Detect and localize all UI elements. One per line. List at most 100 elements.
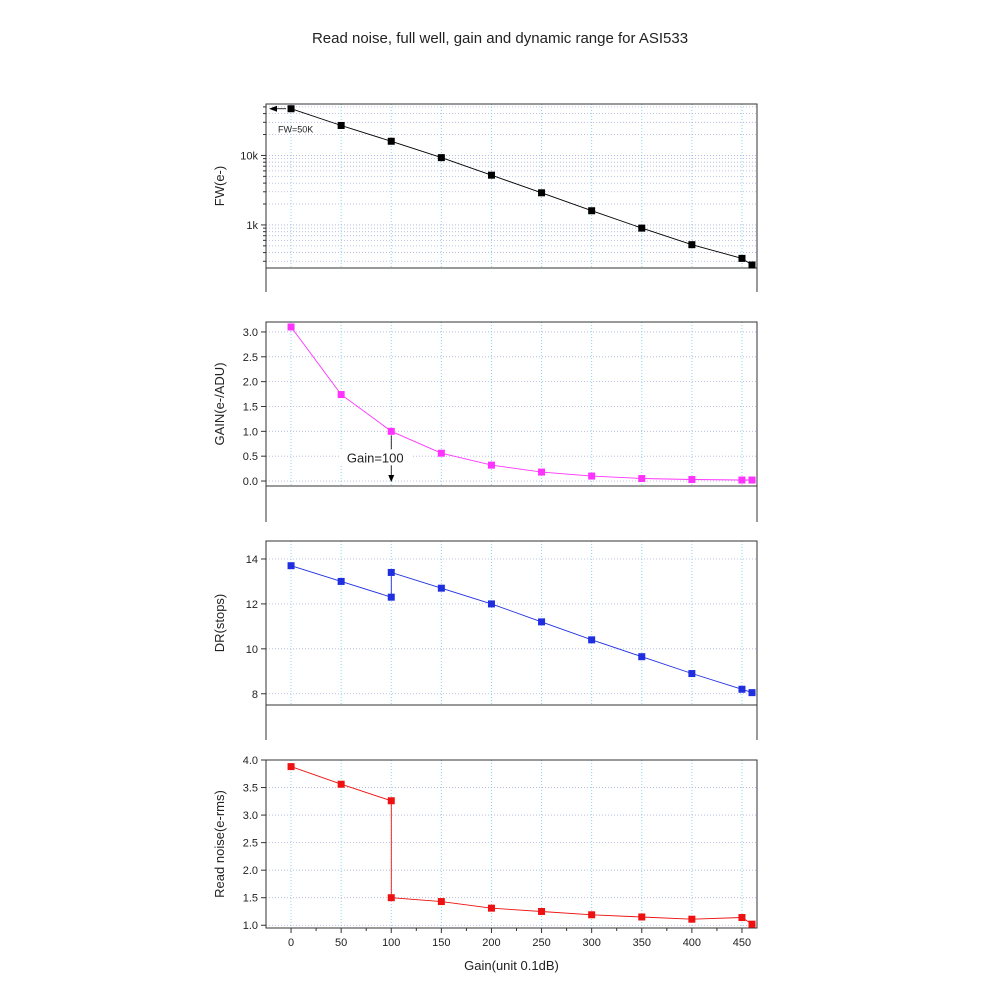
x-tick-label: 150 (432, 937, 450, 949)
annotation-label: Gain=100 (347, 450, 404, 465)
data-point (287, 562, 295, 570)
data-point (588, 472, 596, 480)
plot-frame (265, 103, 758, 269)
x-tick-label: 200 (482, 937, 500, 949)
y-tick-label: 1.0 (243, 426, 258, 438)
chart-title: Read noise, full well, gain and dynamic … (311, 30, 689, 47)
data-point (638, 224, 646, 232)
data-point (748, 689, 756, 697)
annotation-arrow-head (269, 105, 277, 112)
y-axis-label: DR(stops) (212, 594, 227, 653)
y-tick-label: 4.0 (243, 755, 258, 767)
data-point (738, 476, 746, 484)
x-tick-label: 350 (633, 937, 651, 949)
y-tick-label: 3.5 (243, 783, 258, 795)
x-tick-label: 50 (335, 937, 347, 949)
data-point (387, 593, 395, 601)
data-point (688, 670, 696, 678)
panel-1: 1k 10k FW(e-) FW=50K (212, 103, 758, 292)
data-point (437, 154, 445, 162)
y-tick-label: 2.0 (243, 377, 258, 389)
data-point (588, 636, 596, 644)
annotation-arrow-head (388, 475, 395, 482)
data-point (387, 797, 395, 805)
x-tick-label: 100 (382, 937, 400, 949)
data-point (738, 254, 746, 262)
x-tick-label: 0 (288, 937, 294, 949)
y-axis-label: GAIN(e-/ADU) (212, 362, 227, 445)
y-tick-label: 0.0 (243, 476, 258, 488)
y-tick-label: 14 (246, 554, 258, 566)
data-point (337, 391, 345, 399)
data-point (638, 913, 646, 921)
data-point (538, 618, 546, 626)
data-point (387, 568, 395, 576)
annotation-label: FW=50K (278, 125, 313, 135)
x-tick-label: 450 (733, 937, 751, 949)
y-axis-label: Read noise(e-rms) (212, 790, 227, 898)
y-tick-label: 3.0 (243, 327, 258, 339)
y-tick-label: 8 (252, 689, 258, 701)
data-point (437, 449, 445, 457)
data-point (287, 105, 295, 113)
y-tick-label: 2.5 (243, 838, 258, 850)
x-tick-label: 400 (683, 937, 701, 949)
data-point (287, 763, 295, 771)
y-tick-label: 1.5 (243, 401, 258, 413)
x-axis-label: Gain(unit 0.1dB) (464, 958, 559, 973)
panel-2: 0.0 0.5 1.0 1.5 2.0 2.5 3.0 GAIN(e-/ADU) Gain=10… (212, 321, 758, 522)
data-point (638, 653, 646, 661)
data-point (688, 476, 696, 484)
plot-frame (265, 540, 758, 706)
plot-frame (265, 321, 758, 487)
data-point (337, 121, 345, 129)
data-point (487, 461, 495, 469)
data-point (588, 911, 596, 919)
plot-frame (265, 759, 758, 929)
y-tick-label: 3.0 (243, 810, 258, 822)
data-point (487, 600, 495, 608)
series-line (290, 108, 753, 266)
data-point (538, 907, 546, 915)
data-point (748, 476, 756, 484)
series-line (290, 766, 753, 925)
data-point (688, 241, 696, 249)
data-point (387, 137, 395, 145)
panel-3: 8 10 12 14 DR(stops) (212, 540, 758, 740)
data-point (638, 475, 646, 483)
data-point (688, 915, 696, 923)
data-point (387, 427, 395, 435)
data-point (337, 780, 345, 788)
series-line (290, 565, 753, 694)
data-point (387, 894, 395, 902)
data-point (337, 577, 345, 585)
data-point (588, 207, 596, 215)
y-tick-label: 2.5 (243, 352, 258, 364)
data-point (437, 584, 445, 592)
panel-4: 1.0 1.5 2.0 2.5 3.0 3.5 4.0 Read noise(e-rms) 0 5… (212, 755, 758, 973)
data-point (538, 189, 546, 197)
y-axis-label: FW(e-) (212, 166, 227, 206)
data-point (287, 323, 295, 331)
y-tick-label: 0.5 (243, 451, 258, 463)
x-tick-label: 300 (582, 937, 600, 949)
data-point (487, 904, 495, 912)
y-tick-label: 12 (246, 599, 258, 611)
data-point (748, 920, 756, 928)
y-tick-label: 1k (246, 220, 258, 232)
y-tick-label: 1.5 (243, 893, 258, 905)
data-point (738, 914, 746, 922)
x-tick-label: 250 (532, 937, 550, 949)
data-point (738, 685, 746, 693)
y-tick-label: 1.0 (243, 920, 258, 932)
data-point (487, 171, 495, 179)
y-tick-label: 10 (246, 644, 258, 656)
data-point (437, 898, 445, 906)
annotation-label-bg (339, 449, 412, 466)
data-point (748, 261, 756, 269)
data-point (538, 468, 546, 476)
y-tick-label: 10k (240, 150, 258, 162)
y-tick-label: 2.0 (243, 865, 258, 877)
